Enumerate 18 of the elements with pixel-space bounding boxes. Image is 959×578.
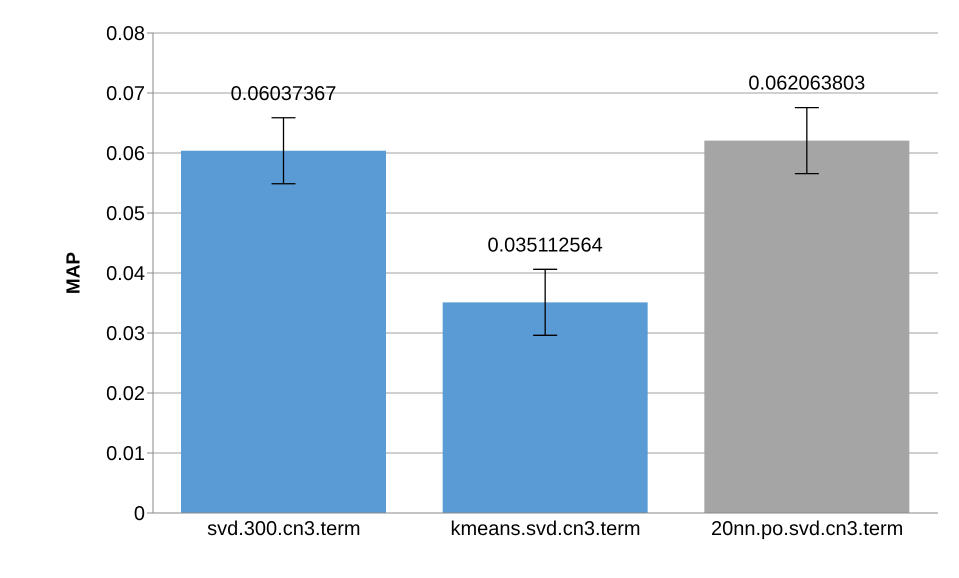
y-tick-label: 0.06 [106, 143, 145, 166]
y-tick-label: 0.02 [106, 383, 145, 406]
y-tick-label: 0.03 [106, 323, 145, 346]
data-label: 0.062063803 [748, 72, 866, 95]
y-tick-label: 0 [134, 503, 145, 526]
y-tick-label: 0.04 [106, 263, 145, 286]
x-tick-label: kmeans.svd.cn3.term [450, 518, 641, 540]
y-tick-label: 0.05 [106, 203, 145, 226]
y-axis-title: MAP [64, 252, 85, 294]
data-label: 0.06037367 [230, 82, 336, 105]
bar [442, 302, 648, 513]
y-tick-label: 0.07 [106, 83, 145, 106]
bar [181, 150, 386, 513]
y-tick-label: 0.01 [106, 443, 145, 466]
x-tick-label: 20nn.po.svd.cn3.term [710, 518, 904, 540]
data-label: 0.035112564 [488, 234, 603, 256]
x-tick-label: svd.300.cn3.term [207, 518, 361, 540]
y-tick-label: 0.08 [106, 23, 145, 46]
